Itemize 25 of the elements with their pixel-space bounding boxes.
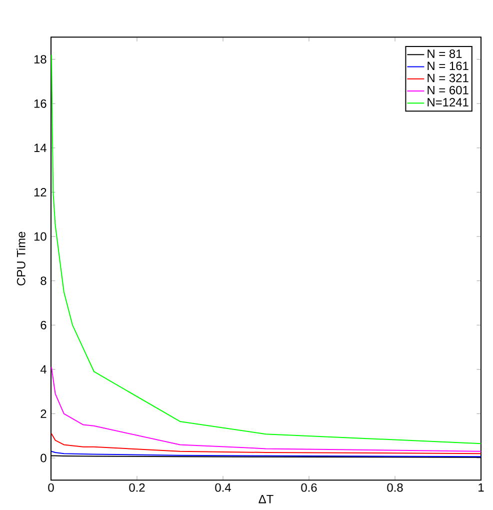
x-tick-label: 0.8 [387,483,403,492]
y-tick-label: 2 [40,410,46,418]
legend-label: N = 601 [428,86,468,94]
legend-label: N=1241 [428,98,468,106]
y-tick-label: 4 [40,365,46,374]
legend-label: N = 161 [428,62,468,70]
x-tick-label: 0.6 [301,483,317,492]
y-tick-label: 6 [40,320,46,330]
y-axis-title: CPU Time [16,232,26,286]
y-tick-label: 8 [40,276,46,286]
legend-label: N = 81 [428,50,462,58]
x-tick-label: 0 [48,483,54,492]
x-tick-label: 1 [478,483,484,492]
y-tick-label: 0 [40,454,46,462]
y-tick-label: 14 [34,144,46,152]
x-tick-label: 0.2 [129,483,145,492]
line-series [51,366,482,452]
y-tick-label: 10 [34,232,46,241]
y-tick-label: 12 [34,188,46,196]
x-tick-label: 0.4 [215,483,231,492]
y-tick-label: 16 [34,99,46,108]
line-series [51,433,482,454]
x-axis-title: ΔT [258,494,274,504]
legend-label: N = 321 [428,74,468,82]
y-tick-label: 18 [34,55,46,64]
